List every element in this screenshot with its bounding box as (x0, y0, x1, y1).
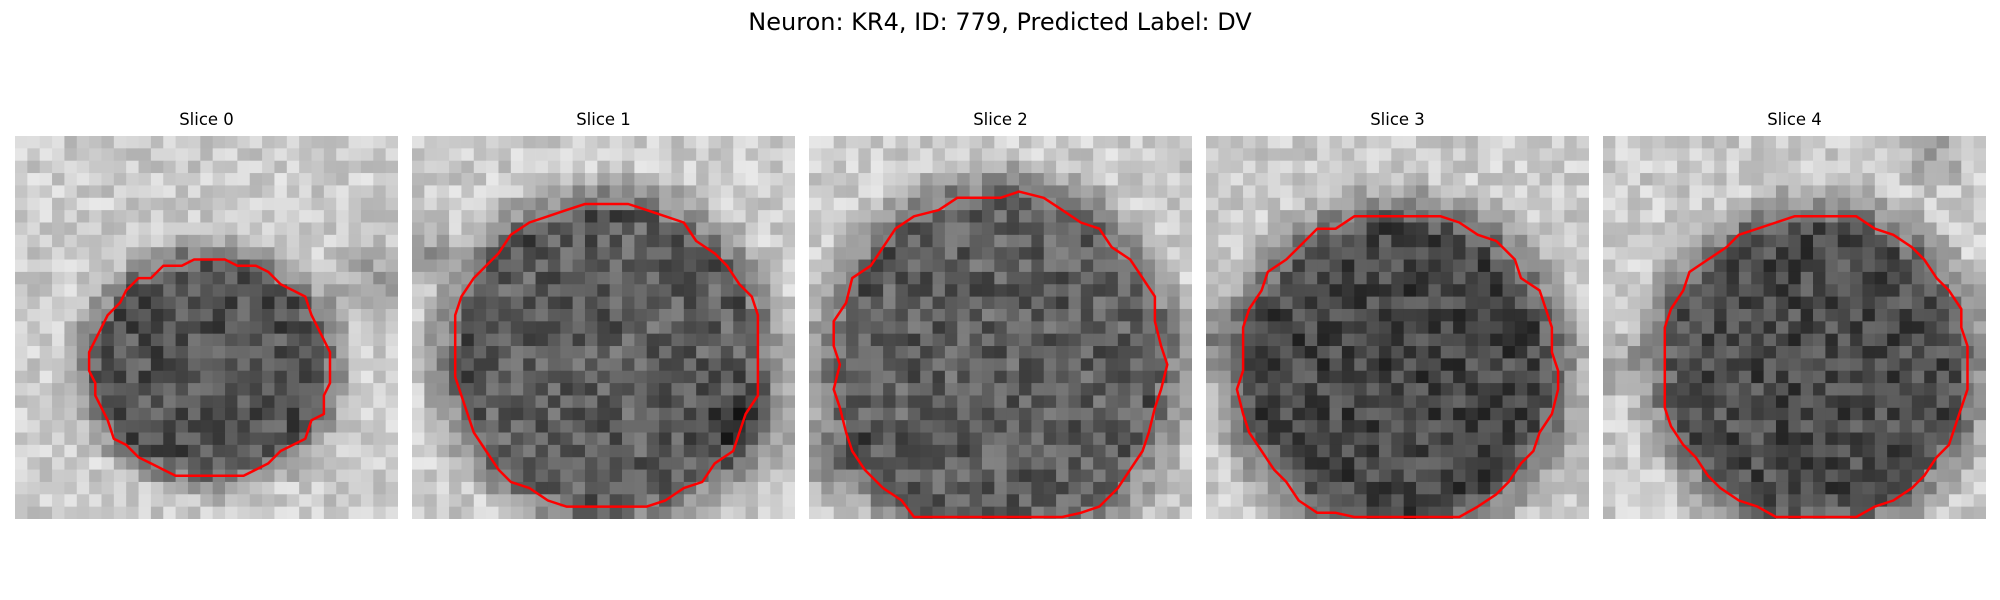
slice-title-0: Slice 0 (179, 110, 234, 129)
figure-title: Neuron: KR4, ID: 779, Predicted Label: D… (748, 8, 1252, 36)
slice-panel-1: Slice 1 (412, 108, 795, 519)
pixel-grid (809, 136, 1192, 519)
pixel-grid (1603, 136, 1986, 519)
slice-panel-0: Slice 0 (15, 108, 398, 519)
segmentation-contour (832, 190, 1169, 519)
slice-title-2: Slice 2 (973, 110, 1028, 129)
pixel-grid (412, 136, 795, 519)
segmentation-contour (1663, 215, 1969, 519)
slice-image-3 (1206, 136, 1589, 519)
slice-panel-3: Slice 3 (1206, 108, 1589, 519)
segmentation-contour (1235, 215, 1560, 519)
slice-title-3: Slice 3 (1370, 110, 1425, 129)
segmentation-contour (453, 202, 760, 508)
slice-panel-2: Slice 2 (809, 108, 1192, 519)
slice-image-0 (15, 136, 398, 519)
slice-image-4 (1603, 136, 1986, 519)
slice-title-1: Slice 1 (576, 110, 631, 129)
segmentation-contour (87, 258, 332, 478)
slice-image-2 (809, 136, 1192, 519)
pixel-grid (1206, 136, 1589, 519)
slice-image-1 (412, 136, 795, 519)
slice-title-4: Slice 4 (1767, 110, 1822, 129)
pixel-grid (15, 136, 398, 519)
slice-panel-4: Slice 4 (1603, 108, 1986, 519)
